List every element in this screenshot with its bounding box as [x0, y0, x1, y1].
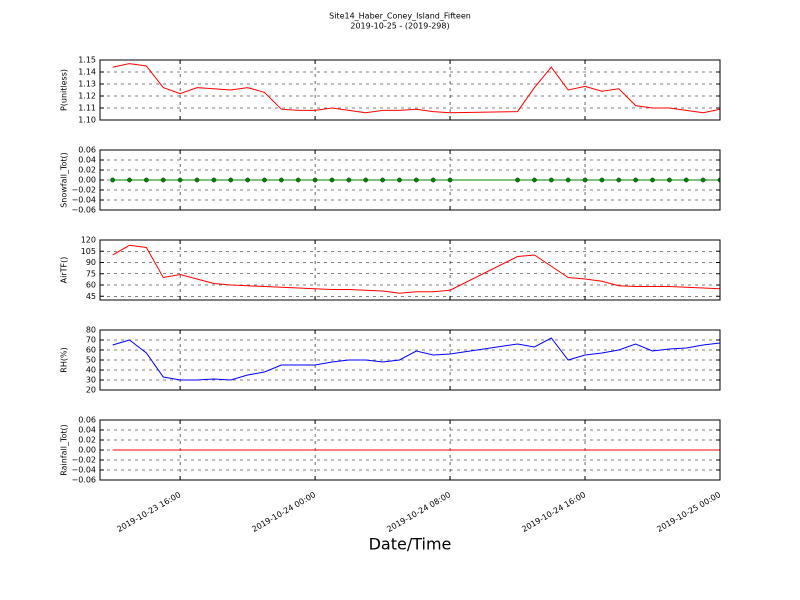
data-point — [245, 177, 250, 183]
data-point — [194, 177, 200, 183]
data-line — [112, 244, 720, 294]
y-tick-label: 0.04 — [78, 156, 96, 165]
y-tick-label: 1.12 — [78, 92, 96, 101]
data-point — [279, 177, 284, 183]
y-axis-label: AirTF() — [60, 257, 69, 284]
y-tick-label: −0.04 — [71, 466, 96, 475]
data-point — [548, 177, 554, 183]
y-axis-label: RH(%) — [60, 347, 69, 372]
data-line — [112, 337, 720, 381]
data-point — [211, 177, 217, 183]
data-point — [346, 177, 352, 183]
data-line — [112, 63, 720, 114]
data-point — [532, 177, 537, 183]
data-point — [329, 177, 335, 183]
axes-frame — [99, 59, 721, 121]
y-tick-label: −0.04 — [71, 196, 96, 205]
subplot: 45 60 75 90 105 120 AirTF() — [60, 236, 721, 301]
y-tick-label: −0.02 — [71, 456, 96, 465]
y-tick-label: 1.13 — [78, 80, 96, 89]
subplot: 1.10 1.11 1.12 1.13 1.14 1.15 P(unitless) — [60, 56, 721, 125]
subplot: −0.06−0.04−0.020.000.020.040.06 2019-10-2… — [60, 416, 723, 534]
y-axis-label: Snowfall_Tot() — [60, 152, 69, 208]
figure-title: Site14_Haber_Coney_Island_Fifteen — [329, 12, 471, 21]
y-tick-label: 120 — [81, 236, 96, 245]
data-point — [565, 177, 571, 183]
data-point — [397, 177, 402, 183]
y-tick-label: 80 — [86, 326, 96, 335]
data-point — [295, 177, 301, 183]
axes-frame — [99, 239, 721, 301]
y-tick-label: −0.06 — [71, 206, 96, 215]
data-point — [683, 177, 689, 183]
y-tick-label: 0.02 — [78, 436, 96, 445]
data-point — [633, 177, 638, 183]
data-point — [228, 177, 234, 183]
y-tick-label: 1.10 — [78, 116, 96, 125]
data-point — [312, 177, 318, 183]
data-point — [363, 177, 369, 183]
y-tick-label: 60 — [86, 281, 96, 290]
data-point — [127, 177, 132, 183]
x-tick-label: 2019-10-24 00:00 — [250, 490, 317, 534]
data-point — [177, 177, 183, 183]
figure-subtitle: 2019-10-25 - (2019-298) — [350, 22, 449, 31]
y-axis-label: P(unitless) — [60, 69, 69, 111]
y-tick-label: 90 — [86, 258, 96, 267]
plot-area — [112, 337, 720, 381]
data-point — [447, 177, 453, 183]
y-tick-label: −0.06 — [71, 476, 96, 485]
plot-area — [110, 177, 720, 183]
y-tick-label: 45 — [86, 292, 96, 301]
x-tick-label: 2019-10-24 08:00 — [385, 490, 452, 534]
data-point — [110, 177, 116, 183]
y-tick-label: 105 — [81, 247, 96, 256]
x-axis-label: Date/Time — [369, 535, 452, 554]
data-point — [650, 177, 655, 183]
y-tick-label: 1.11 — [78, 104, 96, 113]
axes-frame — [99, 329, 721, 391]
data-point — [430, 177, 436, 183]
y-tick-label: 40 — [86, 366, 96, 375]
data-point — [262, 177, 267, 183]
data-point — [582, 177, 588, 183]
y-tick-label: 75 — [86, 269, 96, 278]
x-tick-label: 2019-10-23 16:00 — [115, 490, 182, 534]
y-tick-label: 50 — [86, 356, 96, 365]
y-tick-label: 20 — [86, 386, 96, 395]
data-point — [700, 177, 706, 183]
y-tick-label: 1.15 — [78, 56, 96, 65]
data-point — [413, 177, 419, 183]
y-tick-label: 0.00 — [78, 446, 96, 455]
data-point — [160, 177, 166, 183]
y-tick-label: 0.06 — [78, 146, 96, 155]
y-tick-label: 0.04 — [78, 426, 96, 435]
data-point — [515, 177, 520, 183]
data-point — [616, 177, 622, 183]
x-tick-label: 2019-10-24 16:00 — [520, 490, 587, 534]
subplot: −0.06−0.04−0.020.000.020.040.06 Snowfall_… — [60, 146, 721, 215]
y-tick-label: 1.14 — [78, 68, 96, 77]
axes-frame — [99, 149, 721, 211]
y-tick-label: 0.06 — [78, 416, 96, 425]
plot-area — [112, 63, 720, 114]
axes-frame — [99, 419, 721, 481]
data-point — [599, 177, 605, 183]
data-point — [380, 177, 385, 183]
y-tick-label: 0.00 — [78, 176, 96, 185]
plot-area — [112, 244, 720, 294]
y-tick-label: 30 — [86, 376, 96, 385]
y-tick-label: 60 — [86, 346, 96, 355]
data-point — [144, 177, 149, 183]
data-point — [667, 177, 672, 183]
y-tick-label: −0.02 — [71, 186, 96, 195]
y-axis-label: Rainfall_Tot() — [60, 424, 69, 476]
x-tick-label: 2019-10-25 00:00 — [655, 490, 722, 534]
y-tick-label: 70 — [86, 336, 96, 345]
y-tick-label: 0.02 — [78, 166, 96, 175]
